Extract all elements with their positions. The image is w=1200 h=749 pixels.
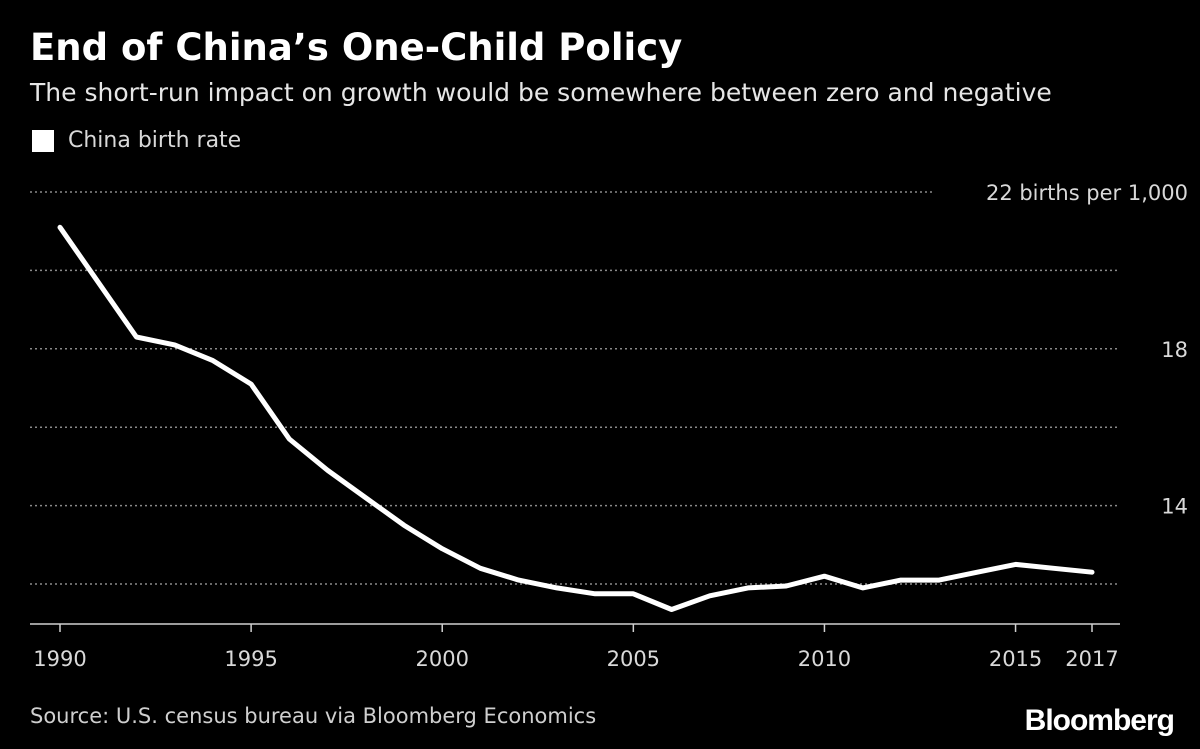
x-tick-label-2015: 2015 bbox=[989, 647, 1042, 671]
y-tick-label-18: 18 bbox=[1161, 338, 1188, 362]
data-point-2000 bbox=[440, 546, 445, 551]
data-point-2001 bbox=[478, 566, 483, 571]
x-tick-label-2005: 2005 bbox=[607, 647, 660, 671]
bloomberg-logo: Bloomberg bbox=[1024, 704, 1175, 737]
x-axis-ticks bbox=[59, 624, 1093, 632]
gridlines bbox=[30, 191, 1120, 585]
legend-swatch bbox=[32, 129, 54, 152]
series-line-china-birth-rate bbox=[57, 224, 1095, 612]
data-point-2016 bbox=[1051, 566, 1056, 571]
data-point-1997 bbox=[325, 468, 330, 473]
data-point-2013 bbox=[937, 578, 942, 583]
x-tick-label-1995: 1995 bbox=[224, 647, 277, 671]
x-tick-label-2010: 2010 bbox=[798, 647, 851, 671]
data-point-1991 bbox=[96, 280, 101, 285]
x-axis-labels: 1990 1995 2000 2005 2010 2015 2017 bbox=[33, 647, 1118, 671]
data-point-2011 bbox=[860, 585, 865, 590]
y-axis-labels: 14 18 22 births per 1,000 bbox=[986, 181, 1188, 519]
x-tick-label-1990: 1990 bbox=[33, 647, 86, 671]
data-point-2012 bbox=[898, 578, 903, 583]
y-tick-label-22: 22 births per 1,000 bbox=[986, 181, 1188, 205]
data-point-2009 bbox=[784, 583, 789, 588]
data-point-2004 bbox=[593, 591, 598, 596]
x-tick-label-2000: 2000 bbox=[415, 647, 468, 671]
data-point-1990 bbox=[58, 225, 63, 230]
y-tick-label-14: 14 bbox=[1161, 495, 1188, 519]
data-point-1999 bbox=[402, 523, 407, 528]
data-point-2002 bbox=[516, 578, 521, 583]
data-point-2010 bbox=[822, 574, 827, 579]
data-point-2003 bbox=[554, 585, 559, 590]
legend: China birth rate bbox=[32, 128, 241, 153]
legend-label: China birth rate bbox=[68, 128, 242, 153]
data-point-2015 bbox=[1013, 562, 1018, 567]
data-point-1993 bbox=[172, 342, 177, 347]
data-point-1996 bbox=[287, 436, 292, 441]
x-tick-label-2017: 2017 bbox=[1065, 647, 1118, 671]
data-point-1995 bbox=[249, 382, 254, 387]
source-note: Source: U.S. census bureau via Bloomberg… bbox=[30, 704, 597, 728]
data-point-1994 bbox=[210, 358, 215, 363]
data-point-2005 bbox=[631, 591, 636, 596]
data-point-2008 bbox=[746, 585, 751, 590]
data-point-1998 bbox=[363, 495, 368, 500]
data-point-2017 bbox=[1090, 570, 1095, 575]
data-point-2006 bbox=[669, 607, 674, 612]
data-point-1992 bbox=[134, 335, 139, 340]
data-point-2014 bbox=[975, 570, 980, 575]
data-point-2007 bbox=[707, 593, 712, 598]
chart-title: End of China’s One-Child Policy bbox=[30, 26, 683, 69]
data-points bbox=[58, 225, 1095, 612]
chart-subtitle: The short-run impact on growth would be … bbox=[30, 78, 1052, 107]
